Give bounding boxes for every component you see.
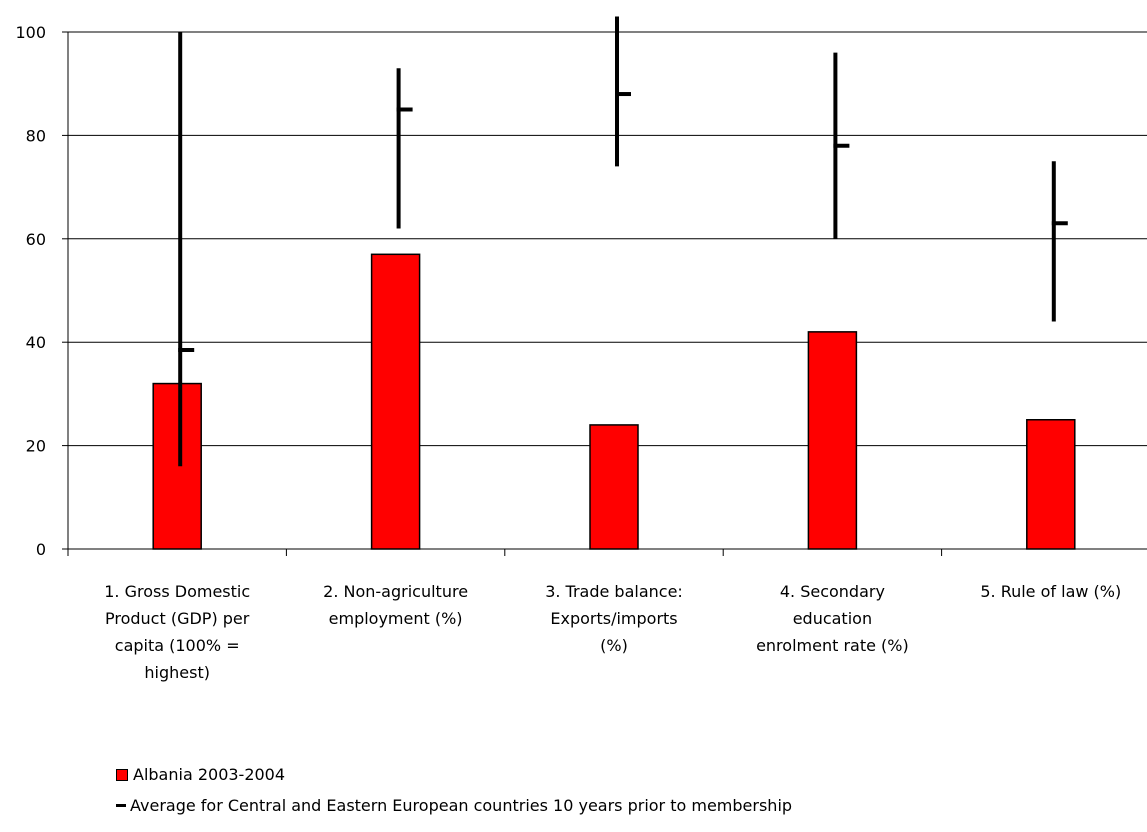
bar [589, 424, 639, 550]
y-tick-label: 60 [26, 230, 46, 249]
y-tick-label: 0 [36, 540, 46, 559]
x-category-label: 3. Trade balance: Exports/imports (%) [505, 578, 723, 659]
x-category-label-line: Product (GDP) per [105, 609, 250, 628]
bar-series [152, 253, 1076, 550]
x-category-label-line: highest) [144, 663, 210, 682]
legend-label-average: Average for Central and Eastern European… [130, 796, 793, 815]
bar [807, 331, 858, 550]
x-category-label: 2. Non-agriculture employment (%) [287, 578, 505, 632]
x-category-label: 4. Secondary education enrolment rate (%) [723, 578, 941, 659]
x-category-label-line: 3. Trade balance: [545, 582, 683, 601]
y-tick-labels: 0 20 40 60 80 100 [15, 23, 46, 559]
y-tick-label: 100 [15, 23, 46, 42]
x-category-label-line: 2. Non-agriculture [323, 582, 469, 601]
bar [370, 253, 421, 550]
gridlines [68, 31, 1147, 447]
legend-label-bar: Albania 2003-2004 [133, 765, 286, 784]
y-tick-label: 20 [26, 437, 46, 456]
x-category-label-line: 5. Rule of law (%) [980, 582, 1122, 601]
y-tick-label: 40 [26, 333, 46, 352]
x-category-label-line: capita (100% = [114, 636, 240, 655]
legend-item-average: Average for Central and Eastern European… [116, 796, 792, 815]
legend-swatch-red [116, 768, 128, 781]
bar [1026, 419, 1076, 550]
x-category-label-line: 4. Secondary [779, 582, 885, 601]
x-category-label-line: 1. Gross Domestic [104, 582, 251, 601]
bar [152, 382, 202, 550]
x-category-label: 1. Gross Domestic Product (GDP) per capita… [68, 578, 286, 686]
x-category-label-line: employment (%) [328, 609, 463, 628]
x-category-label: 5. Rule of law (%) [942, 578, 1147, 605]
x-category-label-line: (%) [600, 636, 628, 655]
legend-dash-black [116, 804, 126, 807]
legend-item-bar: Albania 2003-2004 [116, 765, 285, 784]
range-series [178, 16, 1068, 467]
x-category-label-line: education [792, 609, 873, 628]
x-category-label-line: enrolment rate (%) [756, 636, 909, 655]
x-category-label-line: Exports/imports [550, 609, 678, 628]
y-tick-label: 80 [26, 126, 46, 145]
